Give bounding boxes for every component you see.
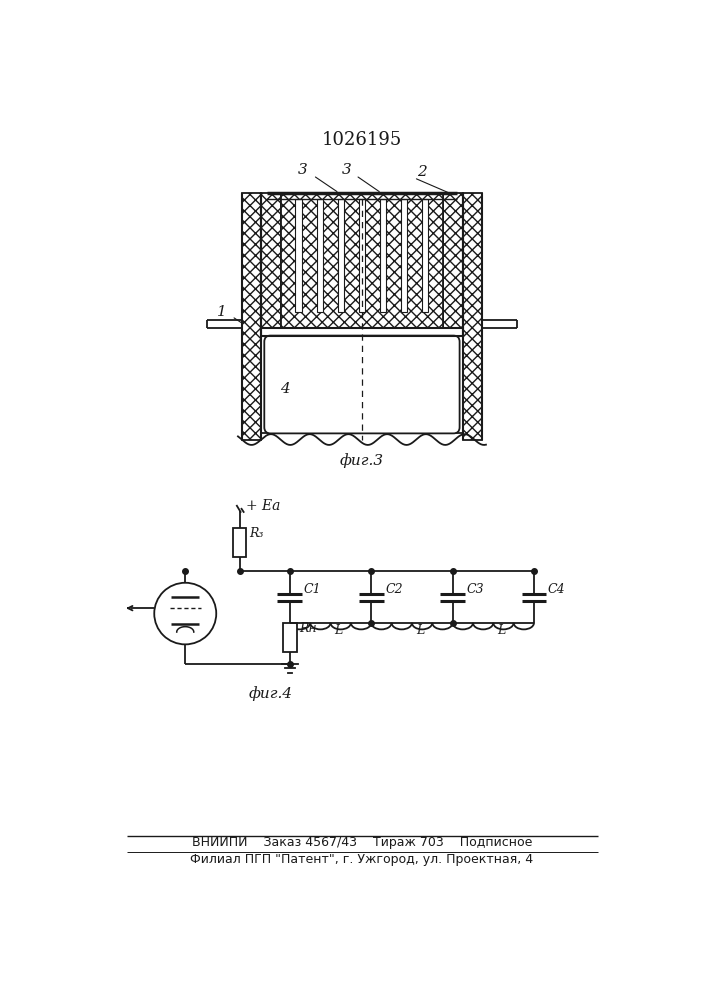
Bar <box>359 199 365 312</box>
Bar <box>233 528 247 557</box>
Text: L: L <box>334 624 343 637</box>
Text: фиг.4: фиг.4 <box>248 686 293 701</box>
Text: Филиал ПГП "Патент", г. Ужгород, ул. Проектная, 4: Филиал ПГП "Патент", г. Ужгород, ул. Про… <box>190 853 534 866</box>
Text: 3: 3 <box>341 163 351 177</box>
Text: 3: 3 <box>298 163 308 177</box>
Text: 2: 2 <box>417 165 427 179</box>
Bar <box>296 199 302 312</box>
Bar <box>261 336 462 433</box>
Text: фиг.3: фиг.3 <box>340 453 384 468</box>
Text: R₃: R₃ <box>249 527 263 540</box>
Text: C4: C4 <box>548 583 566 596</box>
Bar <box>462 193 482 440</box>
Text: C3: C3 <box>467 583 484 596</box>
Text: ВНИИПИ    Заказ 4567/43    Тираж 703    Подписное: ВНИИПИ Заказ 4567/43 Тираж 703 Подписное <box>192 836 532 849</box>
Bar <box>242 193 261 440</box>
Text: L: L <box>497 624 506 637</box>
Text: 1026195: 1026195 <box>322 131 402 149</box>
Bar <box>261 193 281 328</box>
Text: 1: 1 <box>216 305 226 319</box>
Text: Rн: Rн <box>299 622 317 635</box>
Bar <box>283 623 297 652</box>
Bar <box>338 199 344 312</box>
Bar <box>317 199 323 312</box>
Bar <box>401 199 407 312</box>
Bar <box>443 193 462 328</box>
Bar <box>281 193 443 328</box>
Text: L: L <box>416 624 424 637</box>
Circle shape <box>154 583 216 644</box>
Text: C1: C1 <box>304 583 322 596</box>
Text: 4: 4 <box>280 382 290 396</box>
Text: C2: C2 <box>385 583 403 596</box>
Bar <box>422 199 428 312</box>
Bar <box>380 199 386 312</box>
Text: + Ea: + Ea <box>246 499 280 513</box>
FancyBboxPatch shape <box>264 336 460 433</box>
